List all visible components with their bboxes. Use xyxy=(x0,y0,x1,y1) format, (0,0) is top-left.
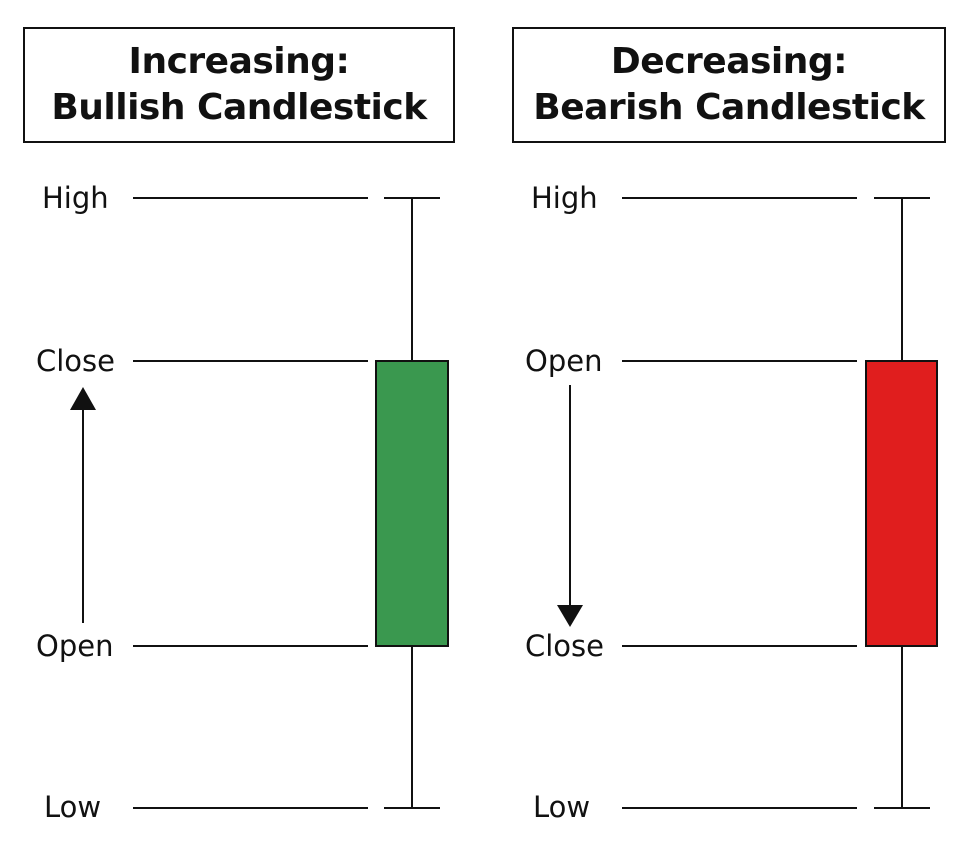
bearish-low-label: Low xyxy=(533,790,591,824)
bullish-high-label: High xyxy=(42,181,109,215)
bullish-arrow-head-icon xyxy=(70,387,96,410)
bullish-low-label: Low xyxy=(44,790,102,824)
bearish-candlestick-diagram xyxy=(557,197,938,809)
bullish-title-line1: Increasing: xyxy=(128,41,350,82)
bullish-open-label: Open xyxy=(36,629,114,663)
bearish-panel: Decreasing: Bearish Candlestick High Ope… xyxy=(490,0,959,842)
bearish-candle-body xyxy=(865,360,938,647)
bearish-title-line1: Decreasing: xyxy=(610,41,848,82)
bearish-high-label: High xyxy=(531,181,598,215)
bullish-candle-body xyxy=(375,360,449,647)
bearish-arrow-head-icon xyxy=(557,605,583,627)
bullish-panel: Increasing: Bullish Candlestick High Clo… xyxy=(23,27,455,824)
bullish-candlestick-diagram xyxy=(70,197,449,809)
bearish-title-box: Decreasing: Bearish Candlestick xyxy=(512,27,946,143)
bullish-title-box: Increasing: Bullish Candlestick xyxy=(23,27,455,143)
bearish-open-label: Open xyxy=(525,344,603,378)
bullish-title-line2: Bullish Candlestick xyxy=(51,87,427,128)
bearish-title-line2: Bearish Candlestick xyxy=(533,87,925,128)
bearish-close-label: Close xyxy=(525,629,604,663)
bullish-close-label: Close xyxy=(36,344,115,378)
